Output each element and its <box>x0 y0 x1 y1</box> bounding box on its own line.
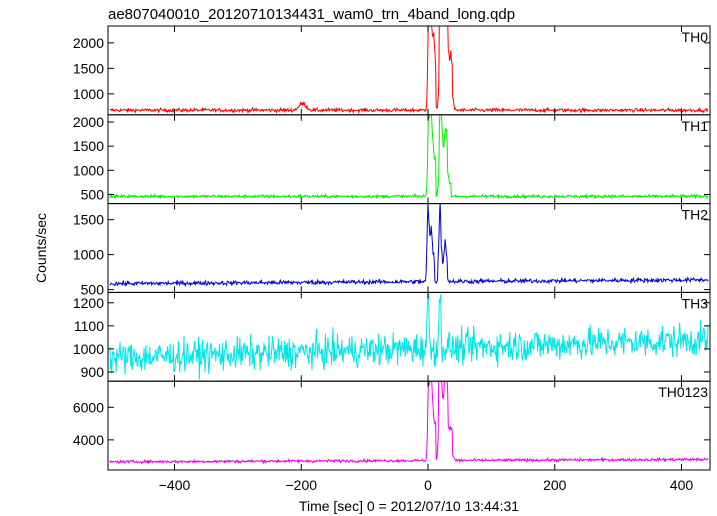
panel-frame <box>107 203 711 293</box>
y-tick-label: 500 <box>81 186 105 202</box>
x-tick-label: −200 <box>286 477 318 493</box>
y-tick-label: 2000 <box>73 114 104 130</box>
x-axis-label: Time [sec] 0 = 2012/07/10 13:44:31 <box>299 498 519 514</box>
series-line-th0 <box>109 26 709 115</box>
panel-th1: 500 1000 1500 2000 TH1 <box>73 114 711 205</box>
y-tick-label: 6000 <box>73 399 104 415</box>
x-tick-label: 400 <box>670 477 694 493</box>
y-tick-label: 2000 <box>73 35 104 51</box>
panel-frame <box>107 25 711 116</box>
panel-label: TH3 <box>682 295 709 311</box>
y-tick-label: 1000 <box>73 162 104 178</box>
x-tick-label: 0 <box>424 477 432 493</box>
y-tick-label: 1100 <box>74 318 104 334</box>
y-tick-label: 1500 <box>73 60 104 76</box>
x-tick-label: −400 <box>159 477 191 493</box>
panel-label: TH0 <box>682 29 709 45</box>
x-axis: −400 −200 0 200 400 <box>159 477 694 493</box>
panels-group: 1000 1500 2000 TH0 500 1000 1500 2000 TH1 500 1000… <box>73 25 711 471</box>
panel-frame <box>107 114 711 205</box>
y-tick-label: 900 <box>81 364 105 380</box>
y-tick-label: 1000 <box>73 341 104 357</box>
panel-label: TH2 <box>682 207 709 223</box>
chart-title: ae807040010_20120710134431_wam0_trn_4ban… <box>108 6 515 23</box>
y-tick-label: 1500 <box>73 212 104 228</box>
series-line-th3 <box>109 292 709 380</box>
series-line-th2 <box>109 203 709 287</box>
panel-label: TH0123 <box>658 384 708 400</box>
y-tick-label: 1200 <box>73 295 104 311</box>
series-line-th1 <box>109 114 709 200</box>
y-axis-label: Counts/sec <box>33 213 49 283</box>
y-tick-label: 1000 <box>73 247 104 263</box>
series-line-th0123 <box>109 381 709 465</box>
y-tick-label: 500 <box>81 282 105 298</box>
panel-frame <box>107 380 711 471</box>
y-tick-label: 4000 <box>73 432 104 448</box>
y-tick-label: 1000 <box>73 86 104 102</box>
y-tick-label: 1500 <box>73 138 104 154</box>
panel-th3: 900 1000 1100 1200 TH3 <box>73 291 711 382</box>
panel-th2: 500 1000 1500 TH2 <box>73 203 711 298</box>
panel-th0123: 4000 6000 TH0123 <box>73 380 711 471</box>
x-tick-label: 200 <box>543 477 567 493</box>
panel-label: TH1 <box>682 118 709 134</box>
